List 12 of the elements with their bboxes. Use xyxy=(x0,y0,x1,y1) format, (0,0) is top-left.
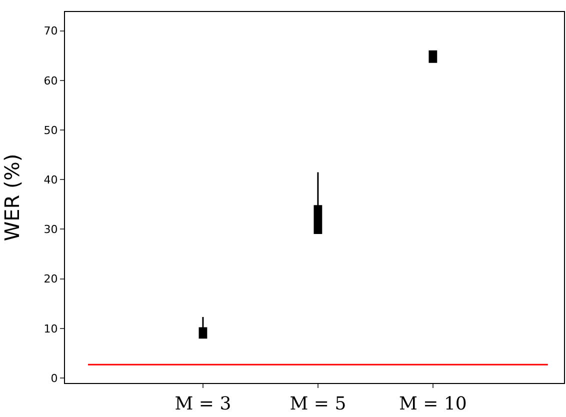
y-tick-label: 40 xyxy=(44,173,58,186)
x-tick-label: M = 10 xyxy=(398,394,467,415)
y-axis-title: WER (%) xyxy=(0,154,24,242)
y-tick-label: 20 xyxy=(44,272,58,286)
y-tick-label: 0 xyxy=(50,372,58,385)
y-tick-label: 60 xyxy=(44,74,58,88)
x-tick-label: M = 3 xyxy=(174,394,232,415)
x-tick-label: M = 5 xyxy=(290,394,346,415)
y-tick-label: 10 xyxy=(44,322,58,336)
y-tick-label: 70 xyxy=(44,24,58,38)
y-tick-label: 50 xyxy=(44,124,58,137)
y-tick-label: 30 xyxy=(44,223,58,236)
